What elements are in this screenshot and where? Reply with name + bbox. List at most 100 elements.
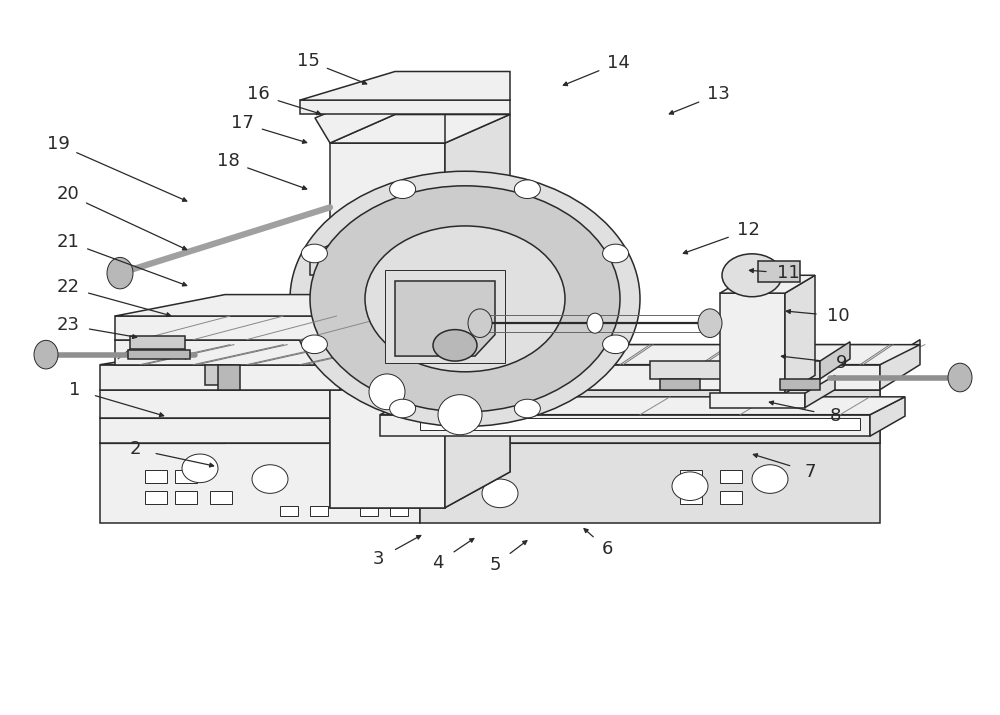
Polygon shape xyxy=(315,93,395,143)
Text: 18: 18 xyxy=(217,152,239,170)
Text: 23: 23 xyxy=(56,316,80,335)
Text: 11: 11 xyxy=(777,264,799,282)
Ellipse shape xyxy=(369,374,405,410)
Ellipse shape xyxy=(752,465,788,493)
Polygon shape xyxy=(115,316,340,340)
Bar xyxy=(680,470,702,483)
Polygon shape xyxy=(218,365,240,390)
Text: 17: 17 xyxy=(231,114,253,132)
Polygon shape xyxy=(785,275,815,393)
Polygon shape xyxy=(205,365,230,385)
Text: 21: 21 xyxy=(57,232,79,251)
Ellipse shape xyxy=(482,479,518,508)
Polygon shape xyxy=(130,336,185,349)
Polygon shape xyxy=(465,397,490,415)
Ellipse shape xyxy=(365,226,565,372)
Ellipse shape xyxy=(514,399,540,418)
Ellipse shape xyxy=(342,472,378,500)
Text: 15: 15 xyxy=(297,51,319,70)
Polygon shape xyxy=(418,408,475,415)
Text: 19: 19 xyxy=(47,135,69,154)
Polygon shape xyxy=(420,418,880,443)
Polygon shape xyxy=(580,345,920,365)
Polygon shape xyxy=(115,295,340,316)
Text: 2: 2 xyxy=(129,440,141,458)
Text: 7: 7 xyxy=(804,463,816,481)
Text: 9: 9 xyxy=(836,354,848,373)
Polygon shape xyxy=(300,72,510,100)
Polygon shape xyxy=(380,397,905,415)
Text: 20: 20 xyxy=(57,185,79,204)
Text: 13: 13 xyxy=(707,85,729,104)
Polygon shape xyxy=(330,114,510,143)
Ellipse shape xyxy=(390,399,416,418)
Polygon shape xyxy=(420,443,880,523)
Text: 14: 14 xyxy=(607,54,629,72)
Polygon shape xyxy=(650,361,820,379)
Polygon shape xyxy=(100,397,880,443)
Polygon shape xyxy=(395,281,495,356)
Polygon shape xyxy=(758,261,800,282)
Polygon shape xyxy=(100,345,880,390)
Polygon shape xyxy=(115,340,340,365)
Polygon shape xyxy=(100,390,420,418)
Polygon shape xyxy=(880,340,920,390)
Text: 22: 22 xyxy=(56,278,80,297)
Ellipse shape xyxy=(468,309,492,337)
Polygon shape xyxy=(300,100,510,114)
Bar xyxy=(360,506,378,516)
Ellipse shape xyxy=(587,313,603,333)
Bar xyxy=(390,506,408,516)
Bar xyxy=(680,491,702,504)
Polygon shape xyxy=(720,293,785,393)
Polygon shape xyxy=(445,114,510,508)
Polygon shape xyxy=(420,390,880,418)
Ellipse shape xyxy=(310,186,620,412)
Ellipse shape xyxy=(433,330,477,361)
Text: 4: 4 xyxy=(432,553,444,572)
Polygon shape xyxy=(330,114,445,143)
Polygon shape xyxy=(780,379,820,390)
Polygon shape xyxy=(330,143,445,508)
Text: 12: 12 xyxy=(737,221,759,240)
Ellipse shape xyxy=(603,244,629,262)
Bar xyxy=(175,491,197,504)
Text: 6: 6 xyxy=(601,540,613,558)
Polygon shape xyxy=(310,236,480,254)
Polygon shape xyxy=(380,415,870,436)
Polygon shape xyxy=(100,418,420,443)
Polygon shape xyxy=(660,379,700,390)
Polygon shape xyxy=(870,397,905,436)
Polygon shape xyxy=(330,390,445,508)
Text: 3: 3 xyxy=(372,550,384,568)
Ellipse shape xyxy=(390,180,416,199)
Polygon shape xyxy=(385,270,505,363)
Text: 16: 16 xyxy=(247,85,269,104)
Polygon shape xyxy=(115,316,340,340)
Polygon shape xyxy=(100,373,880,418)
Text: 8: 8 xyxy=(829,407,841,425)
Polygon shape xyxy=(100,397,225,443)
Ellipse shape xyxy=(603,335,629,354)
Bar xyxy=(310,506,328,516)
Bar xyxy=(175,470,197,483)
Polygon shape xyxy=(375,93,510,114)
Bar xyxy=(280,506,298,516)
Ellipse shape xyxy=(438,395,482,435)
Polygon shape xyxy=(805,375,835,408)
Polygon shape xyxy=(820,342,850,379)
Ellipse shape xyxy=(182,454,218,483)
Text: 5: 5 xyxy=(489,556,501,574)
Ellipse shape xyxy=(34,340,58,369)
Ellipse shape xyxy=(252,465,288,493)
Polygon shape xyxy=(100,365,340,390)
Bar xyxy=(145,491,167,504)
Polygon shape xyxy=(720,275,815,293)
Text: 10: 10 xyxy=(827,307,849,325)
Ellipse shape xyxy=(948,363,972,392)
Ellipse shape xyxy=(722,254,782,297)
Ellipse shape xyxy=(290,172,640,426)
Polygon shape xyxy=(580,365,880,390)
Polygon shape xyxy=(420,418,860,430)
Ellipse shape xyxy=(301,335,327,354)
